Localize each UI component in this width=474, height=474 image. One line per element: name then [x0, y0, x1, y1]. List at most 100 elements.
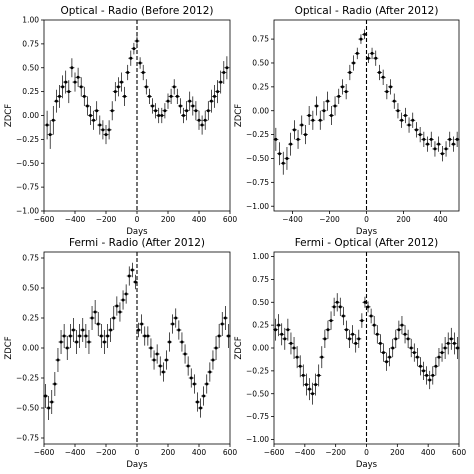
data-marker — [199, 406, 203, 410]
data-marker — [169, 94, 173, 98]
data-marker — [135, 39, 139, 43]
data-marker — [397, 328, 401, 332]
data-point — [303, 373, 309, 396]
y-tick-label: 0.75 — [252, 35, 269, 44]
y-tick-label: 0.25 — [22, 314, 39, 323]
data-marker — [213, 94, 216, 98]
y-tick-label: 0.75 — [22, 39, 39, 48]
data-marker — [113, 90, 117, 94]
data-marker — [338, 305, 342, 309]
data-marker — [300, 123, 304, 127]
data-marker — [178, 104, 182, 108]
data-marker — [211, 358, 215, 362]
data-point — [445, 332, 451, 355]
data-point — [219, 312, 225, 336]
y-axis-label: ZDCF — [234, 104, 244, 127]
data-point — [439, 146, 445, 162]
data-marker — [121, 298, 125, 302]
x-tick-label: 0 — [364, 448, 369, 457]
data-marker — [106, 334, 110, 338]
data-point — [425, 136, 431, 152]
data-point — [95, 312, 101, 336]
data-marker — [141, 71, 145, 75]
x-tick-label: 600 — [223, 448, 238, 457]
chart-panel-4: Fermi - Optical (After 2012) −600 −400 −200… — [234, 237, 466, 470]
data-marker — [73, 80, 77, 84]
data-point — [55, 348, 61, 372]
data-point — [80, 318, 86, 342]
data-marker — [89, 114, 92, 117]
data-point — [313, 373, 319, 396]
y-tick-label: 0.50 — [252, 298, 269, 307]
data-point — [277, 142, 283, 166]
data-point — [362, 296, 368, 308]
data-point — [134, 36, 140, 46]
data-point — [334, 293, 340, 312]
data-point — [380, 69, 386, 85]
data-marker — [171, 322, 175, 326]
x-tick-label: −200 — [325, 448, 346, 457]
x-tick-label: −200 — [319, 215, 340, 224]
data-marker — [166, 99, 170, 103]
data-point — [297, 355, 303, 378]
data-point — [365, 301, 371, 313]
data-marker — [437, 355, 441, 359]
data-point — [288, 332, 294, 355]
data-marker — [322, 109, 326, 113]
data-marker — [194, 109, 198, 113]
data-point — [119, 72, 124, 92]
data-marker — [90, 316, 94, 320]
data-point — [317, 110, 323, 130]
data-marker — [116, 85, 120, 89]
data-marker — [98, 123, 102, 127]
data-point — [443, 141, 449, 157]
data-marker — [329, 319, 333, 323]
x-tick-label: 200 — [161, 215, 176, 224]
data-marker — [185, 109, 189, 113]
y-tick-label: 0.00 — [252, 344, 269, 353]
data-point — [221, 61, 227, 84]
data-point — [314, 96, 320, 116]
data-marker — [130, 268, 134, 272]
data-point — [117, 302, 123, 322]
data-marker — [197, 118, 201, 122]
data-marker — [280, 332, 284, 336]
data-point — [173, 308, 179, 328]
chart-title: Optical - Radio (Before 2012) — [61, 5, 214, 17]
data-point — [70, 318, 76, 342]
data-marker — [182, 114, 185, 117]
data-marker — [225, 66, 229, 70]
x-tick-label: 200 — [390, 448, 405, 457]
data-marker — [348, 337, 352, 341]
data-marker — [48, 133, 52, 137]
data-point — [207, 362, 213, 382]
data-marker — [366, 56, 370, 60]
data-point — [302, 125, 308, 145]
data-point — [122, 86, 128, 106]
y-tick-label: 0.25 — [22, 87, 39, 96]
data-point — [448, 327, 454, 350]
data-point — [44, 110, 50, 140]
data-point — [279, 323, 285, 346]
data-point — [92, 300, 98, 324]
data-point — [350, 325, 356, 344]
data-marker — [440, 351, 444, 355]
data-point — [316, 364, 322, 387]
data-marker — [286, 328, 290, 332]
data-point — [61, 324, 67, 348]
data-point — [154, 344, 160, 364]
data-marker — [208, 370, 212, 374]
data-point — [395, 103, 401, 119]
data-point — [224, 56, 230, 80]
x-tick-label: 200 — [396, 215, 411, 224]
data-marker — [375, 332, 379, 336]
data-marker — [377, 71, 381, 75]
data-point — [162, 103, 168, 119]
data-marker — [298, 364, 302, 368]
x-tick-label: −400 — [282, 215, 303, 224]
data-point — [181, 107, 186, 124]
data-point — [399, 112, 405, 128]
data-marker — [158, 364, 162, 368]
y-tick-label: −1.00 — [246, 435, 269, 444]
